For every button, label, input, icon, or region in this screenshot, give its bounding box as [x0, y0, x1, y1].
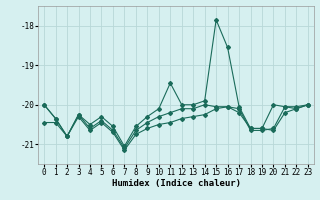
X-axis label: Humidex (Indice chaleur): Humidex (Indice chaleur): [111, 179, 241, 188]
